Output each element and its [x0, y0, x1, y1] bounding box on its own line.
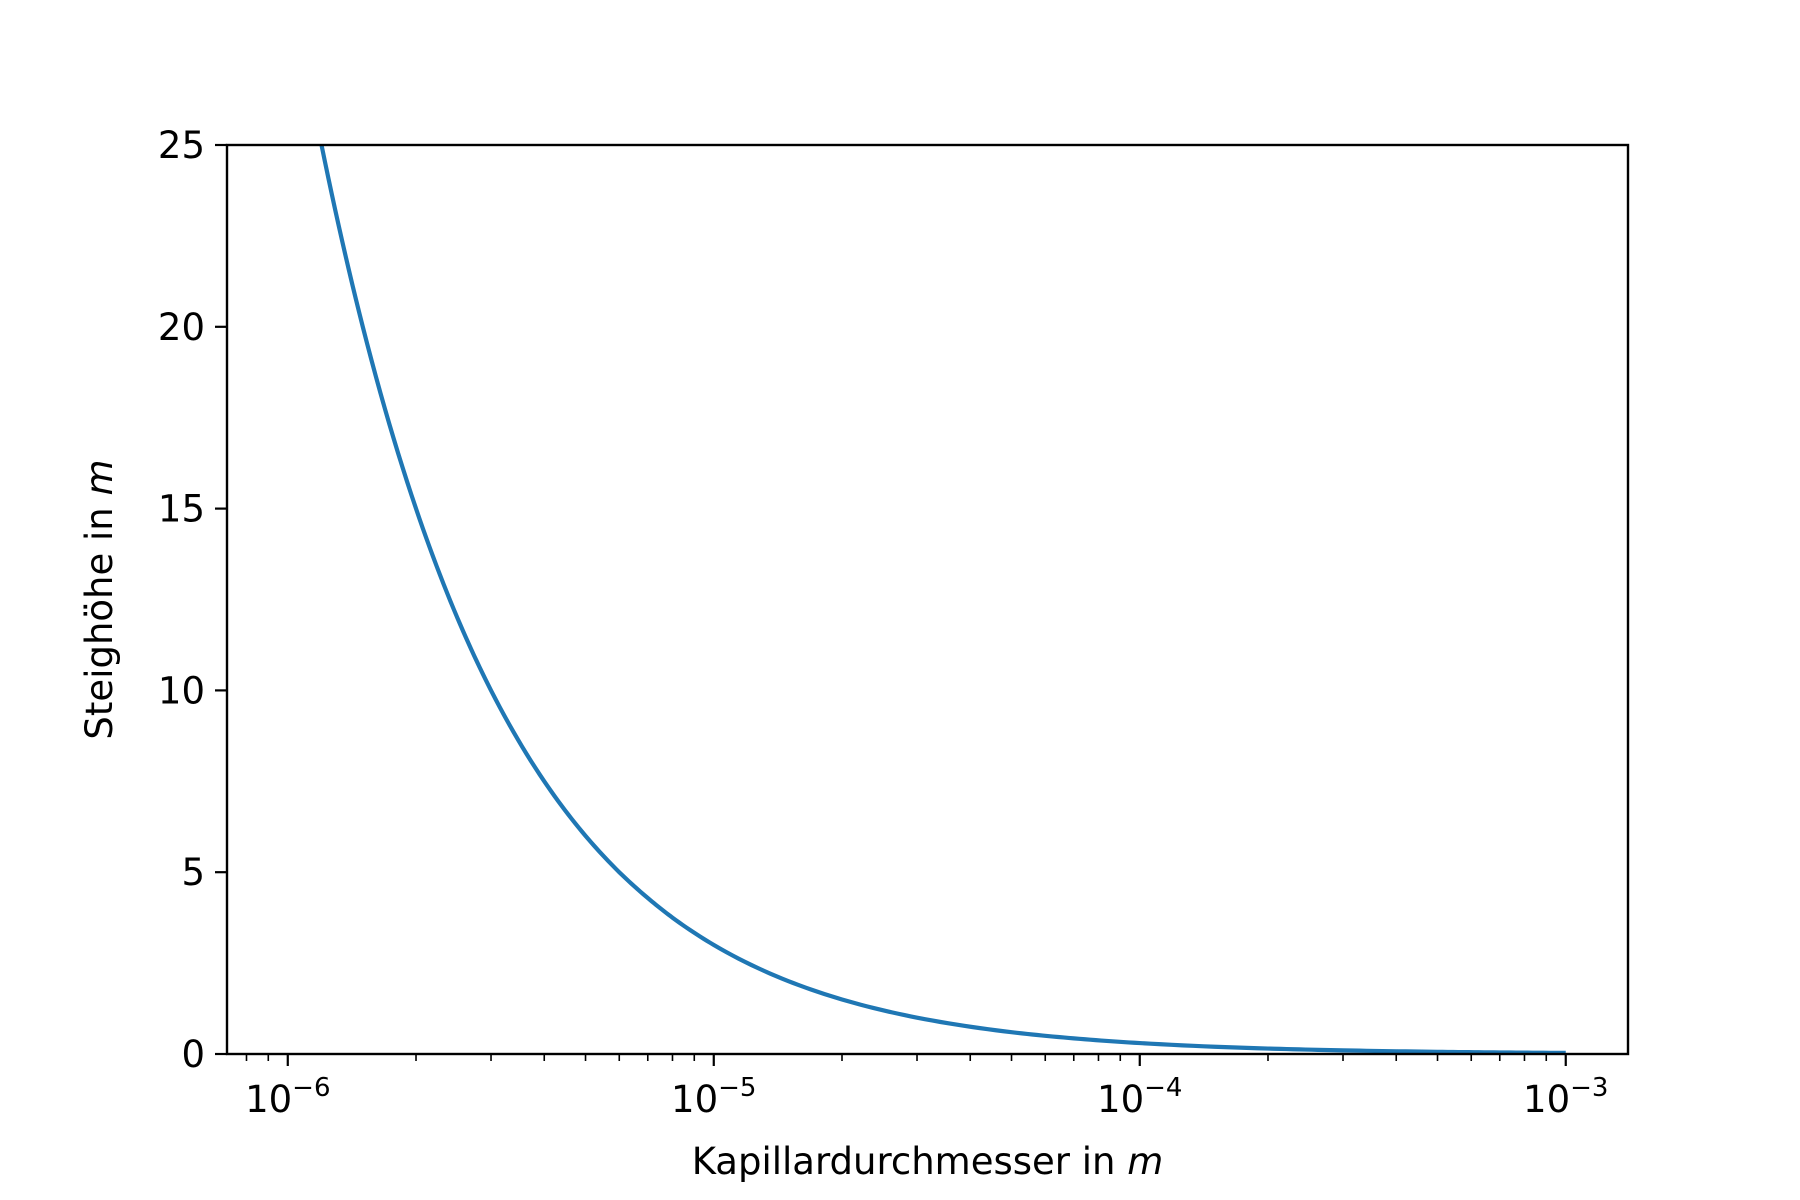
y-tick-label: 10 [158, 669, 205, 712]
y-tick-label: 15 [158, 488, 205, 531]
y-axis: 0 5 10 15 20 25 [158, 124, 227, 1076]
y-axis-label: Steighöhe in m [78, 459, 121, 739]
x-tick-label: 10−6 [245, 1073, 330, 1121]
y-tick-label: 20 [158, 306, 205, 349]
y-tick-label: 5 [181, 851, 205, 894]
axes-frame [225, 143, 1630, 1056]
series-line-0 [319, 144, 1566, 1056]
plot-area [319, 144, 1566, 1056]
x-tick-label: 10−5 [671, 1073, 756, 1121]
y-tick-label: 25 [158, 124, 205, 167]
x-tick-label: 10−4 [1097, 1073, 1182, 1121]
x-axis-label: Kapillardurchmesser in m [692, 1140, 1164, 1183]
x-axis: 10−6 10−5 10−4 10−3 [245, 1054, 1608, 1121]
y-tick-label: 0 [181, 1033, 205, 1076]
x-tick-label: 10−3 [1523, 1073, 1608, 1121]
